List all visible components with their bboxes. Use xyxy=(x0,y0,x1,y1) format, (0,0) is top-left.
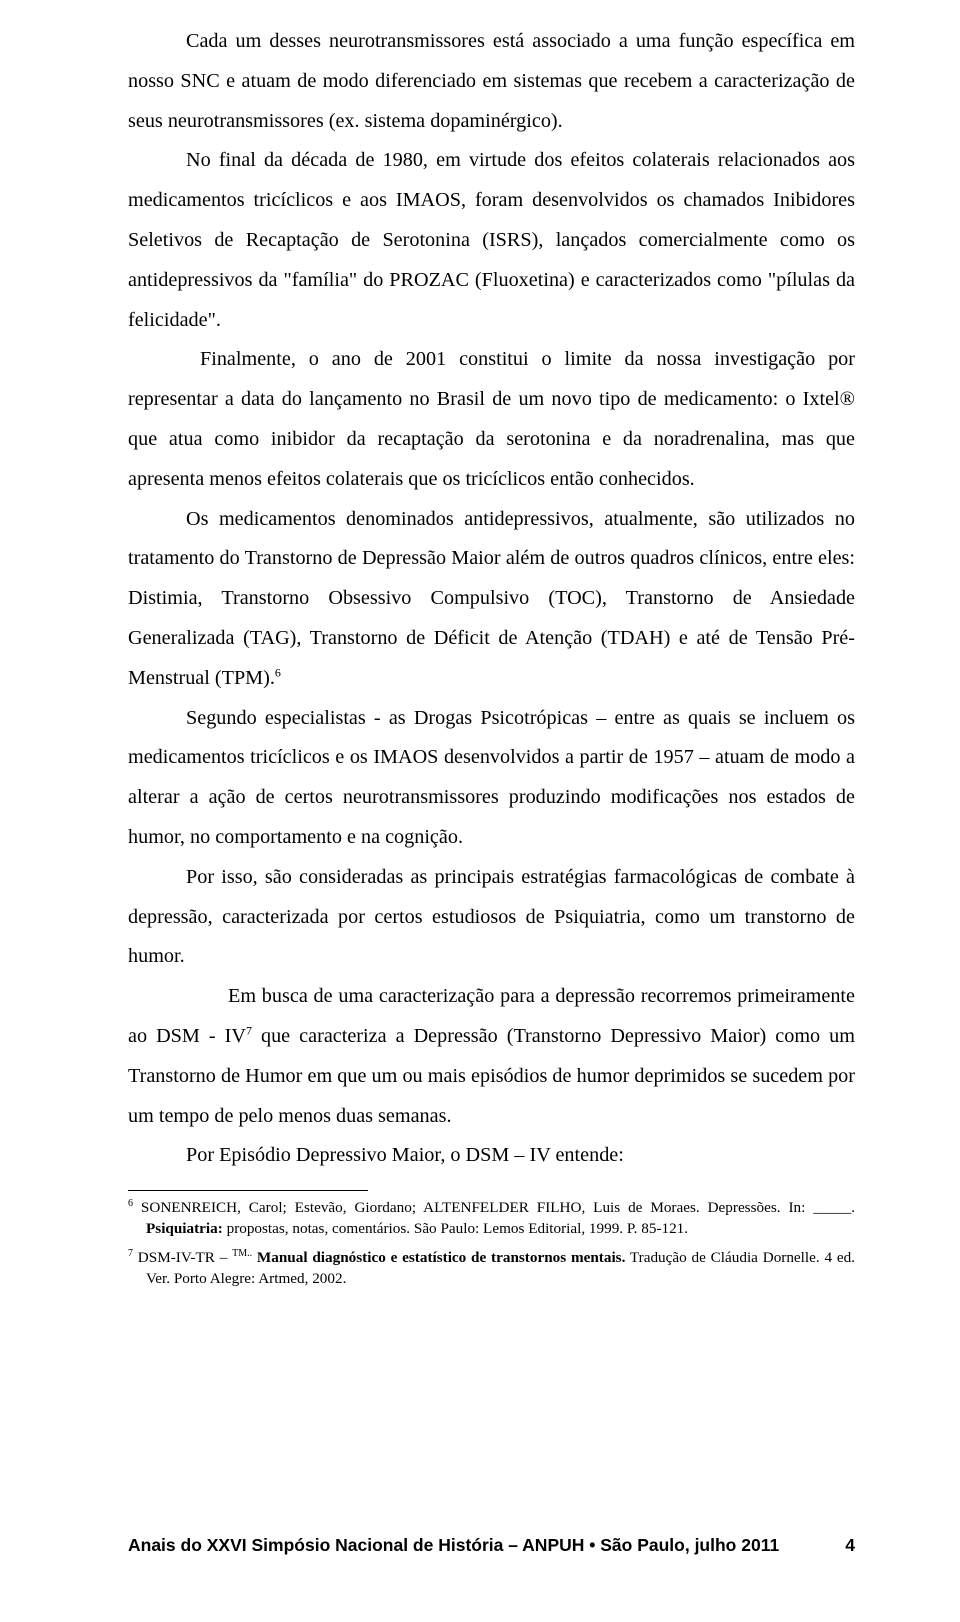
footnote-separator xyxy=(128,1190,368,1191)
footnote-6b: propostas, notas, comentários. São Paulo… xyxy=(223,1220,688,1237)
footer-page-number: 4 xyxy=(845,1535,855,1556)
footnote-6: 6 SONENREICH, Carol; Estevão, Giordano; … xyxy=(128,1197,855,1239)
footnote-6-bold: Psiquiatria: xyxy=(146,1220,223,1237)
footnotes: 6 SONENREICH, Carol; Estevão, Giordano; … xyxy=(128,1197,855,1289)
paragraph-4: Os medicamentos denominados antidepressi… xyxy=(128,500,855,699)
footnote-ref-6: 6 xyxy=(275,665,281,679)
footnote-7: 7 DSM-IV-TR – TM.. Manual diagnóstico e … xyxy=(128,1247,855,1289)
document-page: Cada um desses neurotransmissores está a… xyxy=(0,0,960,1622)
footnote-6a: SONENREICH, Carol; Estevão, Giordano; AL… xyxy=(133,1199,855,1216)
paragraph-1: Cada um desses neurotransmissores está a… xyxy=(128,22,855,141)
paragraph-5: Segundo especialistas - as Drogas Psicot… xyxy=(128,699,855,858)
footnote-7a: DSM-IV-TR – xyxy=(133,1249,232,1266)
footer-left: Anais do XXVI Simpósio Nacional de Histó… xyxy=(128,1535,779,1556)
paragraph-6: Por isso, são consideradas as principais… xyxy=(128,858,855,977)
paragraph-4-text: Os medicamentos denominados antidepressi… xyxy=(128,508,855,689)
paragraph-2: No final da década de 1980, em virtude d… xyxy=(128,141,855,340)
footnote-7-bold: Manual diagnóstico e estatístico de tran… xyxy=(252,1249,625,1266)
page-footer: Anais do XXVI Simpósio Nacional de Histó… xyxy=(128,1535,855,1556)
footnote-7-tm: TM.. xyxy=(232,1248,252,1259)
body-text: Cada um desses neurotransmissores está a… xyxy=(128,22,855,1176)
paragraph-7: Em busca de uma caracterização para a de… xyxy=(128,977,855,1136)
paragraph-8: Por Episódio Depressivo Maior, o DSM – I… xyxy=(128,1136,855,1176)
paragraph-3: Finalmente, o ano de 2001 constitui o li… xyxy=(128,340,855,499)
